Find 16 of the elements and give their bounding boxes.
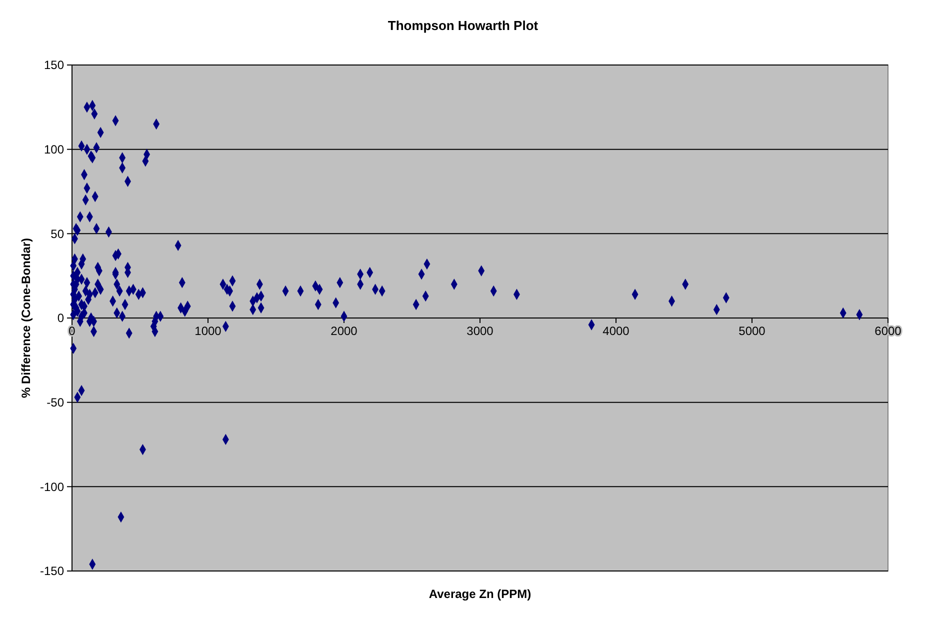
x-tick-label: 3000 (466, 324, 494, 338)
y-axis-title: % Difference (Cone-Bondar) (19, 238, 33, 398)
y-tick-label: 50 (50, 226, 64, 241)
y-tick-label: -50 (46, 396, 64, 410)
y-tick-label: 0 (57, 311, 64, 326)
x-tick-label: 6000 (874, 324, 902, 338)
chart-title: Thompson Howarth Plot (388, 18, 539, 33)
y-tick-label: -100 (40, 480, 64, 494)
x-tick-label: 1000 (194, 324, 222, 338)
x-tick-label: 4000 (602, 324, 630, 338)
y-tick-label: 150 (44, 58, 64, 72)
x-tick-label: 5000 (738, 324, 766, 338)
y-tick-label: 100 (44, 142, 64, 157)
x-tick-label: 2000 (330, 324, 358, 338)
y-tick-label: -150 (40, 564, 64, 578)
x-axis-title: Average Zn (PPM) (428, 587, 532, 601)
